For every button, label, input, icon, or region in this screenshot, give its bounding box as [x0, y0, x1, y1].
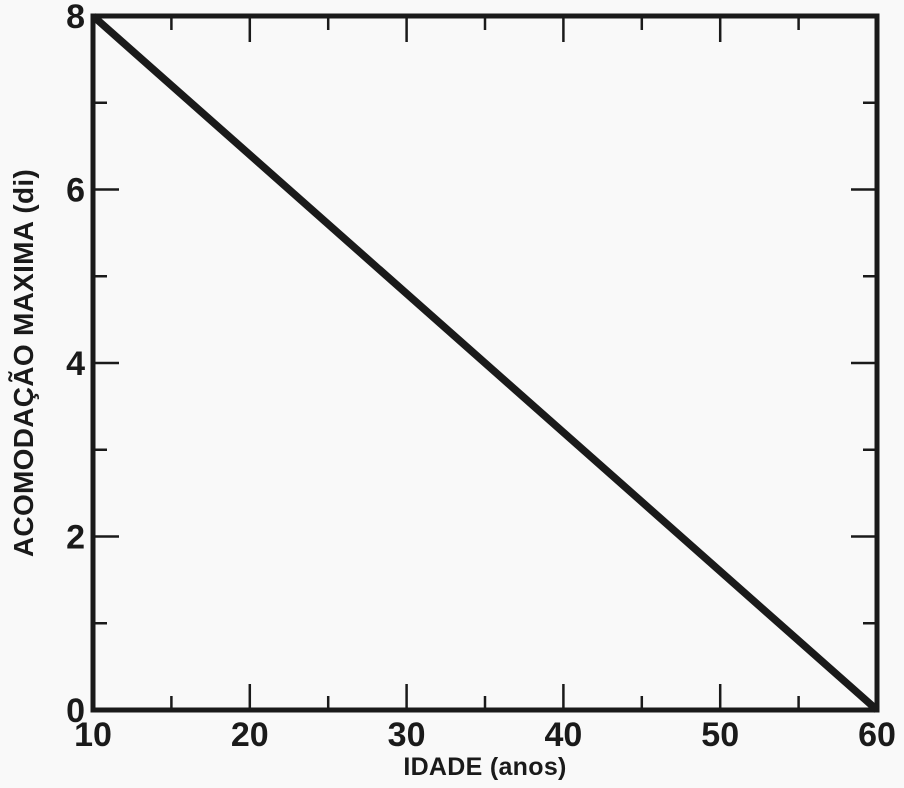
- data-line: [90, 13, 880, 713]
- y-tick-label: 2: [66, 519, 85, 557]
- y-tick-label: 4: [66, 345, 85, 383]
- x-tick-label: 50: [701, 716, 739, 754]
- x-tick-label: 60: [858, 716, 896, 754]
- y-axis-title: ACOMODAÇÃO MAXIMA (di): [8, 168, 39, 558]
- x-axis-title: IDADE (anos): [403, 753, 567, 781]
- x-tick-label: 10: [74, 716, 112, 754]
- y-tick-label: 0: [66, 692, 85, 730]
- y-tick-label: 8: [66, 0, 85, 36]
- x-tick-label: 20: [231, 716, 269, 754]
- x-tick-label: 30: [388, 716, 426, 754]
- x-tick-label: 40: [544, 716, 582, 754]
- y-tick-label: 6: [66, 172, 85, 210]
